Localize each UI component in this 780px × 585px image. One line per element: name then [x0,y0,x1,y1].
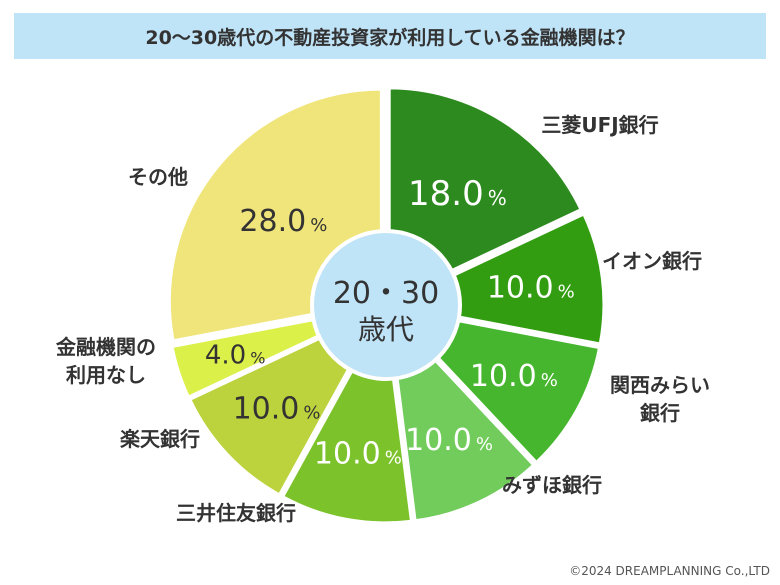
category-label-mizuho: みずほ銀行 [502,473,602,497]
category-label-aeon: イオン銀行 [602,249,702,273]
center-circle [310,229,462,381]
value-label-mizuho: 10.0% [405,423,493,458]
category-label-other: その他 [128,165,188,189]
value-label-none: 4.0% [205,340,266,370]
category-label-kansai: 関西みらい銀行 [610,373,710,425]
category-label-mufg: 三菱UFJ銀行 [541,113,658,137]
value-label-kansai: 10.0% [470,359,558,394]
category-label-smbc: 三井住友銀行 [176,501,296,525]
copyright-text: ©2024 DREAMPLANNING Co.,LTD [569,564,770,578]
value-label-aeon: 10.0% [487,271,575,306]
value-label-rakuten: 10.0% [233,392,321,427]
category-label-none: 金融機関の利用なし [55,335,156,387]
pie-slice-mufg [387,86,584,303]
center-label-line2: 歳代 [358,313,414,346]
value-label-other: 28.0% [239,204,327,239]
pie-labels: 18.0 % 三菱UFJ銀行 10.0 % イオン銀行 10.0% 関西みらい銀行 10.0 % み… [55,113,710,525]
chart-title: 20〜30歳代の不動産投資家が利用している金融機関は？ [145,26,635,49]
value-label-smbc: 10.0% [314,436,402,471]
center-label-line1: 20・30 [333,276,439,311]
chart-title-bar: 20〜30歳代の不動産投資家が利用している金融機関は？ [14,13,766,59]
value-label-mufg: 18.0% [408,174,507,214]
category-label-rakuten: 楽天銀行 [120,427,200,451]
center-disc: 20・30歳代 [310,229,462,381]
